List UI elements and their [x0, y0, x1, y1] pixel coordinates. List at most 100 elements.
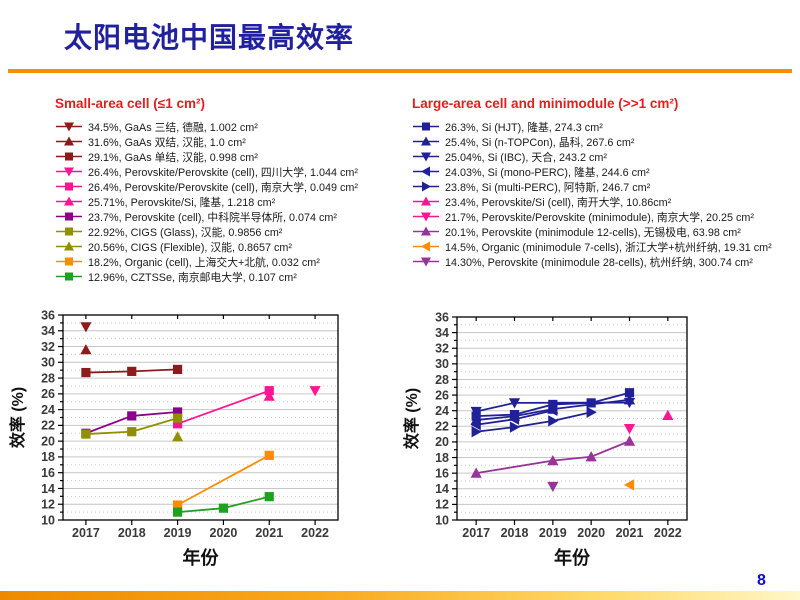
svg-text:24: 24	[41, 403, 55, 417]
svg-text:28: 28	[435, 373, 449, 387]
svg-text:2022: 2022	[654, 526, 682, 540]
svg-text:2021: 2021	[616, 526, 644, 540]
legend-item: 12.96%, CZTSSe, 南京邮电大学, 0.107 cm²	[55, 269, 427, 284]
svg-text:24: 24	[435, 404, 449, 418]
svg-text:效率 (%): 效率 (%)	[8, 387, 27, 448]
svg-text:12: 12	[435, 498, 449, 512]
legend-item-label: 23.8%, Si (multi-PERC), 阿特斯, 246.7 cm²	[445, 181, 651, 194]
svg-text:2020: 2020	[210, 526, 238, 540]
series-marker-icon	[56, 182, 82, 191]
series-marker-icon	[56, 196, 82, 206]
legend-item: 26.4%, Perovskite/Perovskite (cell), 南京大…	[55, 179, 427, 194]
series-marker-icon	[56, 167, 82, 177]
legend-item-label: 14.5%, Organic (minimodule 7-cells), 浙江大…	[445, 241, 772, 254]
svg-text:18: 18	[435, 451, 449, 465]
series-marker-icon	[413, 212, 439, 222]
title-divider	[8, 69, 792, 73]
svg-text:2017: 2017	[462, 526, 490, 540]
legend-item-label: 29.1%, GaAs 单结, 汉能, 0.998 cm²	[88, 151, 258, 164]
svg-text:年份: 年份	[183, 547, 220, 568]
svg-text:14: 14	[41, 482, 55, 496]
legend-item-label: 12.96%, CZTSSe, 南京邮电大学, 0.107 cm²	[88, 271, 297, 284]
svg-text:2019: 2019	[164, 526, 192, 540]
svg-text:12: 12	[41, 498, 55, 512]
footer-bar	[0, 591, 800, 600]
series-marker-icon	[56, 227, 82, 236]
svg-text:10: 10	[41, 513, 55, 527]
series-marker-icon	[413, 166, 439, 177]
legend-item-label: 25.4%, Si (n-TOPCon), 晶科, 267.6 cm²	[445, 136, 635, 149]
page-title: 太阳电池中国最高效率	[64, 22, 355, 53]
legend-item-label: 14.30%, Perovskite (minimodule 28-cells)…	[445, 256, 753, 269]
legend-item: 21.7%, Perovskite/Perovskite (minimodule…	[412, 209, 784, 224]
series-marker-icon	[56, 122, 82, 132]
legend-item: 18.2%, Organic (cell), 上海交大+北航, 0.032 cm…	[55, 254, 427, 269]
svg-text:14: 14	[435, 482, 449, 496]
legend-large-area: Large-area cell and minimodule (>>1 cm²)…	[412, 96, 784, 269]
svg-text:16: 16	[435, 466, 449, 480]
series-marker-icon	[413, 226, 439, 236]
series-marker-icon	[413, 181, 439, 192]
svg-text:10: 10	[435, 513, 449, 527]
series-marker-icon	[56, 272, 82, 281]
legend-large-items: 26.3%, Si (HJT), 隆基, 274.3 cm² 25.4%, Si …	[412, 119, 784, 269]
legend-item: 20.1%, Perovskite (minimodule 12-cells),…	[412, 224, 784, 239]
svg-text:22: 22	[435, 420, 449, 434]
svg-text:36: 36	[435, 310, 449, 324]
svg-text:36: 36	[41, 308, 55, 322]
series-marker-icon	[56, 257, 82, 266]
legend-item: 24.03%, Si (mono-PERC), 隆基, 244.6 cm²	[412, 164, 784, 179]
series-marker-icon	[56, 136, 82, 146]
legend-item-label: 26.4%, Perovskite/Perovskite (cell), 四川大…	[88, 166, 359, 179]
svg-text:2022: 2022	[301, 526, 329, 540]
svg-text:16: 16	[41, 466, 55, 480]
legend-large-header: Large-area cell and minimodule (>>1 cm²)	[412, 96, 679, 111]
series-marker-icon	[413, 136, 439, 146]
svg-text:2020: 2020	[577, 526, 605, 540]
svg-text:年份: 年份	[554, 547, 591, 568]
legend-item-label: 26.4%, Perovskite/Perovskite (cell), 南京大…	[88, 181, 359, 194]
legend-item-label: 23.7%, Perovskite (cell), 中科院半导体所, 0.074…	[88, 211, 337, 224]
svg-text:34: 34	[41, 324, 55, 338]
legend-item: 25.71%, Perovskite/Si, 隆基, 1.218 cm²	[55, 194, 427, 209]
legend-item: 26.4%, Perovskite/Perovskite (cell), 四川大…	[55, 164, 427, 179]
svg-text:2018: 2018	[501, 526, 529, 540]
svg-text:30: 30	[435, 357, 449, 371]
legend-item-label: 26.3%, Si (HJT), 隆基, 274.3 cm²	[445, 121, 603, 134]
legend-item: 26.3%, Si (HJT), 隆基, 274.3 cm²	[412, 119, 784, 134]
legend-item: 22.92%, CIGS (Glass), 汉能, 0.9856 cm²	[55, 224, 427, 239]
legend-item: 25.04%, Si (IBC), 天合, 243.2 cm²	[412, 149, 784, 164]
legend-item-label: 21.7%, Perovskite/Perovskite (minimodule…	[445, 211, 755, 224]
legend-small-area: Small-area cell (≤1 cm²) 34.5%, GaAs 三结,…	[55, 96, 427, 284]
legend-item-label: 25.04%, Si (IBC), 天合, 243.2 cm²	[445, 151, 608, 164]
svg-text:22: 22	[41, 419, 55, 433]
svg-text:26: 26	[435, 388, 449, 402]
series-marker-icon	[56, 241, 82, 251]
svg-text:32: 32	[41, 340, 55, 354]
series-marker-icon	[56, 152, 82, 161]
series-marker-icon	[56, 212, 82, 221]
legend-item: 29.1%, GaAs 单结, 汉能, 0.998 cm²	[55, 149, 427, 164]
legend-small-items: 34.5%, GaAs 三结, 德融, 1.002 cm² 31.6%, GaAs…	[55, 119, 427, 284]
series-marker-icon	[413, 122, 439, 131]
legend-item-label: 20.56%, CIGS (Flexible), 汉能, 0.8657 cm²	[88, 241, 293, 254]
page-number: 8	[757, 572, 766, 589]
legend-item-label: 18.2%, Organic (cell), 上海交大+北航, 0.032 cm…	[88, 256, 320, 269]
svg-text:20: 20	[41, 434, 55, 448]
legend-small-header: Small-area cell (≤1 cm²)	[55, 96, 205, 111]
legend-item-label: 31.6%, GaAs 双结, 汉能, 1.0 cm²	[88, 136, 246, 149]
svg-text:20: 20	[435, 435, 449, 449]
svg-text:18: 18	[41, 450, 55, 464]
legend-item-label: 24.03%, Si (mono-PERC), 隆基, 244.6 cm²	[445, 166, 650, 179]
svg-text:效率 (%): 效率 (%)	[402, 388, 421, 449]
legend-item: 14.5%, Organic (minimodule 7-cells), 浙江大…	[412, 239, 784, 254]
svg-text:26: 26	[41, 387, 55, 401]
svg-text:32: 32	[435, 342, 449, 356]
legend-item-label: 22.92%, CIGS (Glass), 汉能, 0.9856 cm²	[88, 226, 283, 239]
svg-text:2021: 2021	[255, 526, 283, 540]
legend-item: 25.4%, Si (n-TOPCon), 晶科, 267.6 cm²	[412, 134, 784, 149]
series-marker-icon	[413, 257, 439, 267]
